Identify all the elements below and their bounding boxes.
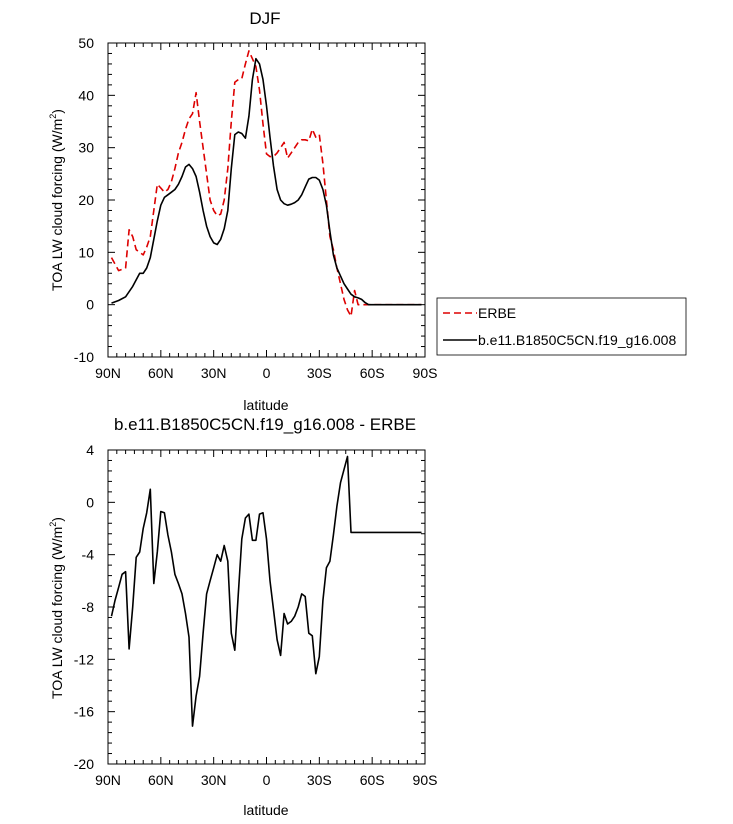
bottom-x-tick-label: 90N	[95, 772, 121, 788]
top-x-tick-label: 60S	[360, 365, 385, 381]
bottom-x-tick-label: 60N	[148, 772, 174, 788]
bottom-y-axis-label-main: TOA LW cloud forcing (W/m	[49, 527, 65, 699]
top-x-tick-label: 60N	[148, 365, 174, 381]
bottom-x-axis-label: latitude	[243, 802, 288, 818]
legend-erbe-label: ERBE	[478, 305, 516, 321]
bottom-series-line-0	[110, 455, 422, 727]
bottom-x-tick-label: 90S	[413, 772, 438, 788]
top-series-line-0	[110, 50, 422, 318]
top-y-tick-label: 0	[86, 297, 94, 313]
legend-model-label: b.e11.B1850C5CN.f19_g16.008	[478, 332, 676, 348]
bottom-x-tick-label: 60S	[360, 772, 385, 788]
top-y-tick-label: -10	[74, 349, 94, 365]
top-y-tick-label: 20	[78, 192, 94, 208]
bottom-chart-panel: b.e11.B1850C5CN.f19_g16.008 - ERBE latit…	[48, 415, 437, 818]
bottom-y-axis-label-close: )	[49, 517, 65, 522]
top-x-tick-label: 30N	[201, 365, 227, 381]
top-y-tick-label: 10	[78, 244, 94, 260]
bottom-y-tick-label: -12	[74, 651, 94, 667]
bottom-x-tick-label: 0	[263, 772, 271, 788]
top-x-tick-label: 90S	[413, 365, 438, 381]
top-x-tick-label: 0	[263, 365, 271, 381]
bottom-y-tick-label: -4	[82, 547, 95, 563]
top-plot-frame	[107, 42, 426, 358]
top-y-axis-label-main: TOA LW cloud forcing (W/m	[49, 119, 65, 291]
top-y-axis-label-close: )	[49, 109, 65, 114]
bottom-plot-frame	[107, 449, 426, 765]
top-x-tick-label: 30S	[307, 365, 332, 381]
bottom-x-tick-label: 30S	[307, 772, 332, 788]
top-y-axis-label: TOA LW cloud forcing (W/m2)	[48, 109, 65, 291]
top-chart-title: DJF	[249, 9, 280, 28]
top-x-tick-label: 90N	[95, 365, 121, 381]
top-y-axis-label-superscript: 2	[48, 114, 58, 119]
bottom-chart-title: b.e11.B1850C5CN.f19_g16.008 - ERBE	[114, 415, 416, 434]
bottom-y-tick-label: 0	[86, 494, 94, 510]
bottom-y-tick-label: 4	[86, 442, 94, 458]
top-y-tick-label: 30	[78, 140, 94, 156]
bottom-y-axis-label: TOA LW cloud forcing (W/m2)	[48, 517, 65, 699]
bottom-y-tick-label: -16	[74, 704, 94, 720]
top-x-axis-label: latitude	[243, 397, 288, 413]
bottom-y-tick-label: -20	[74, 756, 94, 772]
top-y-tick-label: 40	[78, 87, 94, 103]
top-chart-panel: DJF latitude TOA LW cloud forcing (W/m2)…	[48, 9, 437, 413]
legend-box	[436, 297, 687, 356]
bottom-y-tick-label: -8	[82, 599, 95, 615]
top-y-tick-label: 50	[78, 35, 94, 51]
bottom-y-axis-label-superscript: 2	[48, 522, 58, 527]
top-series-line-1	[111, 57, 422, 306]
bottom-x-tick-label: 30N	[201, 772, 227, 788]
legend: ERBE b.e11.B1850C5CN.f19_g16.008	[436, 297, 687, 356]
